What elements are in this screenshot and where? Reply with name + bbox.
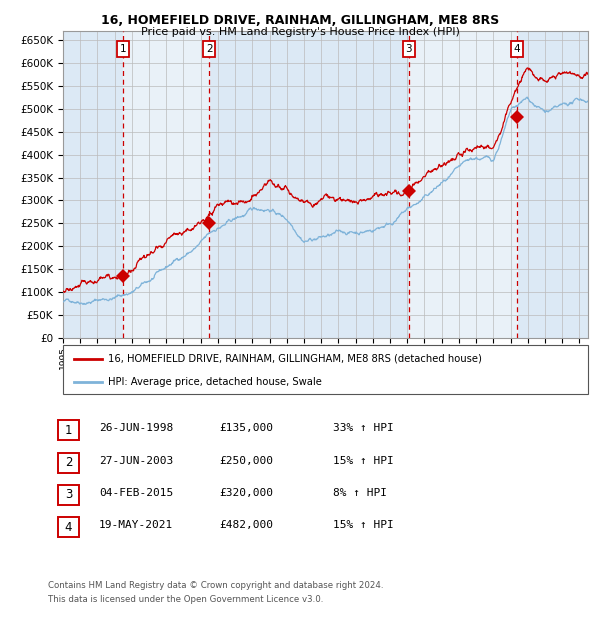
Text: 26-JUN-1998: 26-JUN-1998	[99, 423, 173, 433]
Text: HPI: Average price, detached house, Swale: HPI: Average price, detached house, Swal…	[107, 376, 322, 387]
Text: 2: 2	[206, 44, 212, 55]
Text: 2: 2	[65, 456, 72, 469]
Text: 04-FEB-2015: 04-FEB-2015	[99, 488, 173, 498]
Text: £482,000: £482,000	[219, 520, 273, 530]
Text: 3: 3	[65, 489, 72, 502]
Text: 3: 3	[406, 44, 412, 55]
Text: £320,000: £320,000	[219, 488, 273, 498]
Text: 15% ↑ HPI: 15% ↑ HPI	[333, 520, 394, 530]
Text: 4: 4	[514, 44, 520, 55]
Text: 4: 4	[65, 521, 72, 534]
Text: 1: 1	[120, 44, 127, 55]
FancyBboxPatch shape	[58, 420, 79, 440]
Text: 33% ↑ HPI: 33% ↑ HPI	[333, 423, 394, 433]
Text: £250,000: £250,000	[219, 456, 273, 466]
Text: £135,000: £135,000	[219, 423, 273, 433]
FancyBboxPatch shape	[58, 517, 79, 537]
Text: 8% ↑ HPI: 8% ↑ HPI	[333, 488, 387, 498]
Bar	[123, 31, 209, 338]
Text: 1: 1	[65, 424, 72, 437]
FancyBboxPatch shape	[58, 485, 79, 505]
Text: Price paid vs. HM Land Registry's House Price Index (HPI): Price paid vs. HM Land Registry's House …	[140, 27, 460, 37]
Text: 15% ↑ HPI: 15% ↑ HPI	[333, 456, 394, 466]
Text: 27-JUN-2003: 27-JUN-2003	[99, 456, 173, 466]
FancyBboxPatch shape	[63, 345, 588, 394]
Bar	[409, 31, 517, 338]
Text: This data is licensed under the Open Government Licence v3.0.: This data is licensed under the Open Gov…	[48, 595, 323, 604]
Text: 16, HOMEFIELD DRIVE, RAINHAM, GILLINGHAM, ME8 8RS (detached house): 16, HOMEFIELD DRIVE, RAINHAM, GILLINGHAM…	[107, 354, 482, 364]
FancyBboxPatch shape	[58, 453, 79, 472]
Text: 16, HOMEFIELD DRIVE, RAINHAM, GILLINGHAM, ME8 8RS: 16, HOMEFIELD DRIVE, RAINHAM, GILLINGHAM…	[101, 14, 499, 27]
Text: Contains HM Land Registry data © Crown copyright and database right 2024.: Contains HM Land Registry data © Crown c…	[48, 582, 383, 590]
Text: 19-MAY-2021: 19-MAY-2021	[99, 520, 173, 530]
